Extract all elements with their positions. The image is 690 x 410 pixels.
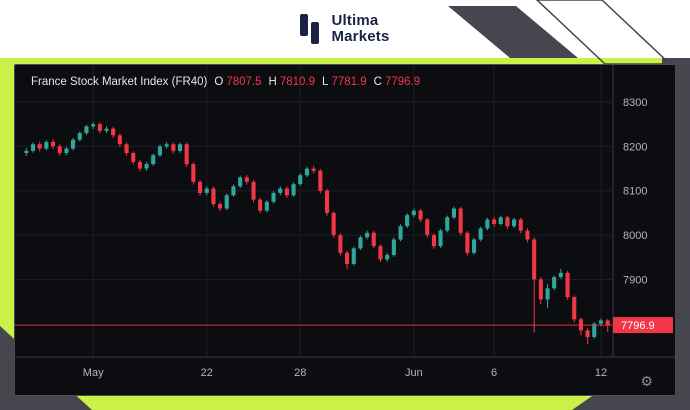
brand-name-line1: Ultima <box>331 12 379 29</box>
brand-logo-icon <box>300 13 322 45</box>
high-value: 7810.9 <box>279 76 316 88</box>
candlestick-chart[interactable]: 8300 8200 8100 8000 7900 7796.9 May 22 28 Jun 6 12 <box>15 65 676 396</box>
open-label: O <box>214 76 224 88</box>
svg-text:6: 6 <box>491 367 497 379</box>
svg-text:7900: 7900 <box>623 274 647 286</box>
svg-text:8300: 8300 <box>623 97 647 109</box>
brand-name-line2: Markets <box>331 28 390 45</box>
header-banner: Ultima Markets <box>0 0 690 58</box>
svg-text:8200: 8200 <box>623 141 647 153</box>
close-label: C <box>373 76 382 88</box>
close-value: 7796.9 <box>384 76 421 88</box>
svg-text:28: 28 <box>294 367 306 379</box>
brand-logo: Ultima Markets <box>300 13 389 45</box>
svg-text:May: May <box>83 367 104 379</box>
chart-title: France Stock Market Index (FR40) <box>31 76 208 88</box>
svg-text:Jun: Jun <box>405 367 423 379</box>
gear-icon[interactable]: ⚙ <box>640 373 653 389</box>
svg-text:8000: 8000 <box>623 230 647 242</box>
svg-text:22: 22 <box>201 367 213 379</box>
svg-text:8100: 8100 <box>623 186 647 198</box>
svg-text:12: 12 <box>595 367 607 379</box>
brand-name: Ultima Markets <box>331 13 389 45</box>
low-label: L <box>322 76 329 88</box>
chart-panel: 8300 8200 8100 8000 7900 7796.9 May 22 28 Jun 6 12 … <box>14 64 676 396</box>
open-value: 7807.5 <box>226 76 262 88</box>
chart-legend: France Stock Market Index (FR40) O 7807.5 H… <box>31 76 420 88</box>
logo-bar-left <box>300 14 309 36</box>
high-label: H <box>268 76 277 88</box>
low-value: 7781.9 <box>331 76 367 88</box>
svg-text:7796.9: 7796.9 <box>621 320 655 332</box>
logo-bar-right <box>311 22 320 44</box>
